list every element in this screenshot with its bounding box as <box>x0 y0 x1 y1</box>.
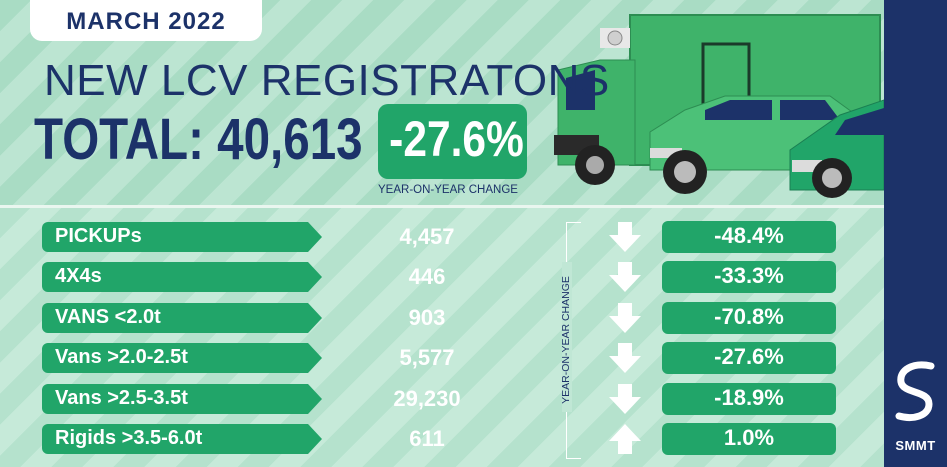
change-badge <box>662 261 836 293</box>
down-arrow-icon <box>609 262 641 292</box>
side-yoy-label: YEAR-ON-YEAR CHANGE <box>560 276 572 404</box>
yoy-badge <box>378 104 527 179</box>
row-label-arrow <box>308 262 322 292</box>
yoy-label: YEAR-ON-YEAR CHANGE <box>378 184 518 196</box>
row-label-arrow <box>308 303 322 333</box>
row-label-arrow <box>308 424 322 454</box>
down-arrow-icon <box>609 384 641 414</box>
change-value: -70.8% <box>714 304 784 329</box>
table-row: Vans >2.0-2.5t 5,577 <box>42 343 548 373</box>
row-label-bg <box>42 222 308 252</box>
row-value: 4,457 <box>399 224 455 249</box>
row-label: 4X4s <box>55 265 102 287</box>
table-row: 4X4s 446 <box>42 262 548 292</box>
change-value: -48.4% <box>714 223 784 248</box>
table-row: Vans >2.5-3.5t 29,230 <box>42 384 548 414</box>
change-value: -27.6% <box>714 344 784 369</box>
change-badge <box>662 221 836 253</box>
row-value: 29,230 <box>393 386 461 411</box>
smmt-logo <box>895 361 935 421</box>
section-divider <box>0 205 884 208</box>
row-label-bg <box>42 384 308 414</box>
row-label-bg <box>42 262 308 292</box>
down-arrow-icon <box>609 343 641 373</box>
down-arrow-icon <box>609 303 641 333</box>
row-label-arrow <box>308 384 322 414</box>
down-arrow-icon <box>609 222 641 252</box>
row-value: 5,577 <box>399 345 455 370</box>
change-badge <box>662 342 836 374</box>
row-label: PICKUPs <box>55 225 142 247</box>
bracket-gap <box>562 262 572 412</box>
yoy-value: -27.6% <box>389 111 524 167</box>
row-value: 446 <box>408 264 446 289</box>
change-badge <box>662 302 836 334</box>
change-badge <box>662 423 836 455</box>
vehicles-illustration <box>554 14 884 198</box>
change-value: -18.9% <box>714 385 784 410</box>
row-label: Vans >2.0-2.5t <box>55 346 188 368</box>
change-value: 1.0% <box>723 425 775 450</box>
up-arrow-icon <box>609 424 641 454</box>
van-illustration <box>789 99 884 198</box>
row-label-arrow <box>308 343 322 373</box>
row-label: VANS <2.0t <box>55 306 161 328</box>
row-label-bg <box>42 303 308 333</box>
row-label: Rigids >3.5-6.0t <box>55 427 203 449</box>
table-row: Rigids >3.5-6.0t 611 <box>42 424 548 454</box>
change-value: -33.3% <box>714 263 784 288</box>
table-row: PICKUPs 4,457 <box>42 222 548 252</box>
row-value: 611 <box>409 426 445 451</box>
row-value: 903 <box>408 305 446 330</box>
row-label-bg <box>42 424 308 454</box>
row-label-arrow <box>308 222 322 252</box>
row-label: Vans >2.5-3.5t <box>55 387 188 409</box>
total-registrations: TOTAL: 40,613 <box>34 107 363 172</box>
change-badge <box>662 383 836 415</box>
page-title: NEW LCV REGISTRATONS <box>44 56 610 105</box>
report-date: MARCH 2022 <box>66 8 226 35</box>
brand-name: SMMT <box>895 438 936 453</box>
row-label-bg <box>42 343 308 373</box>
table-row: VANS <2.0t 903 <box>42 303 548 333</box>
date-pill <box>30 0 262 41</box>
